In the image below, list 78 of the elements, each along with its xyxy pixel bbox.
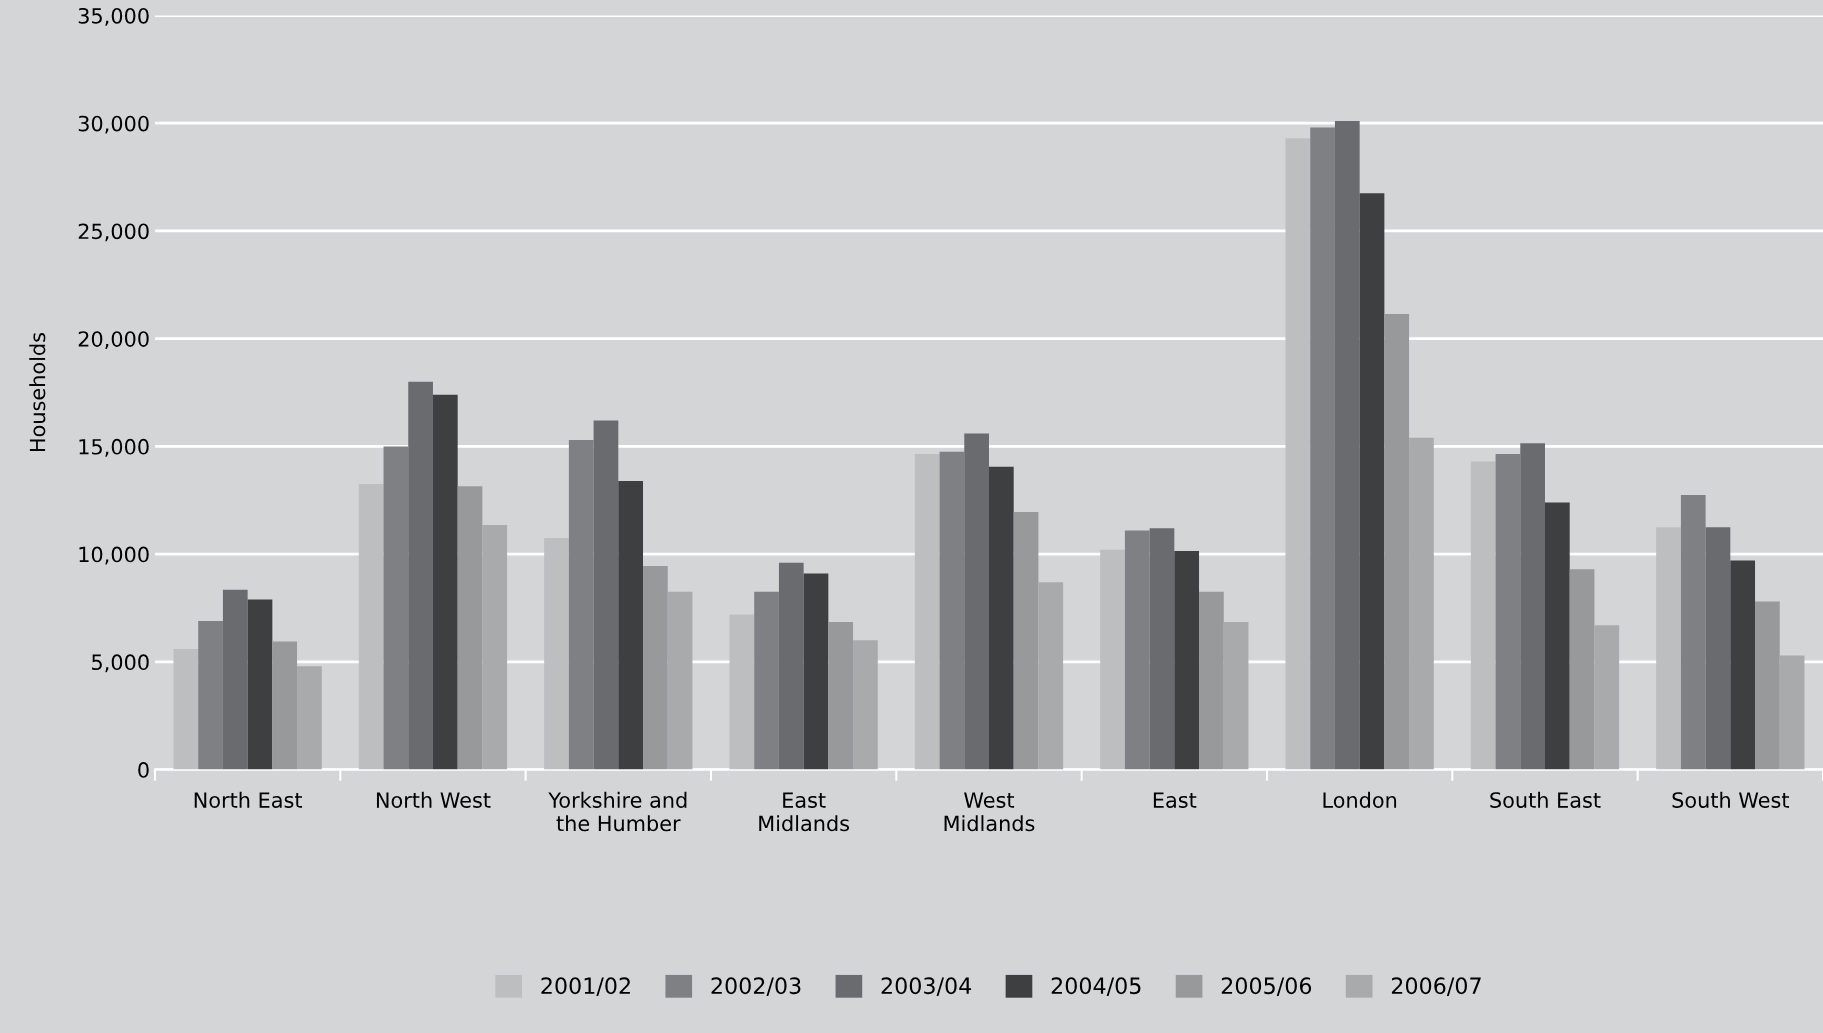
bar	[853, 640, 878, 770]
bar	[1409, 437, 1434, 770]
x-tick-label: North West	[376, 791, 491, 808]
bar	[482, 525, 508, 770]
y-tick-label: 20,000	[78, 331, 149, 350]
legend-label: 2003/04	[881, 977, 972, 996]
legend-label: 2002/03	[711, 977, 801, 996]
bar	[1520, 443, 1545, 770]
bar	[1730, 560, 1756, 770]
legend-label: 2006/07	[1391, 977, 1481, 996]
y-axis-title: Households	[29, 333, 46, 452]
bar	[778, 562, 804, 770]
bar	[568, 439, 594, 770]
bar	[667, 591, 693, 770]
x-tick-label: East Midlands	[759, 792, 850, 832]
y-tick-label: 25,000	[78, 223, 149, 242]
bar	[1013, 512, 1039, 770]
bar	[173, 648, 199, 770]
bar	[618, 480, 644, 770]
bar	[1495, 453, 1521, 770]
bar	[432, 394, 458, 770]
y-tick-label: 5,000	[92, 654, 149, 673]
bar	[1755, 601, 1780, 770]
bar	[988, 466, 1014, 770]
bar	[1124, 530, 1150, 770]
bar	[1384, 313, 1410, 770]
bar	[297, 666, 322, 770]
x-tick-label: West Midlands	[944, 792, 1035, 832]
bar	[1779, 655, 1805, 770]
bar	[1310, 127, 1335, 770]
bar	[1199, 591, 1224, 770]
bar	[914, 453, 940, 770]
bar	[247, 599, 273, 770]
bar	[358, 484, 384, 770]
bar	[1223, 622, 1249, 770]
legend-label: 2004/05	[1051, 977, 1141, 996]
bar	[939, 451, 965, 770]
x-tick-label: East	[1153, 792, 1197, 808]
bar	[754, 591, 779, 770]
bar	[1100, 549, 1125, 770]
bar	[828, 622, 854, 770]
bar	[383, 446, 409, 770]
bar	[1470, 461, 1496, 770]
x-tick-label: London	[1323, 791, 1397, 808]
bar	[1174, 550, 1200, 770]
bar	[457, 486, 483, 770]
bar	[1334, 121, 1360, 770]
bar	[729, 614, 755, 770]
y-tick-label: 30,000	[78, 115, 149, 134]
bar	[643, 565, 668, 770]
bar	[1359, 193, 1385, 770]
legend-label: 2001/02	[541, 977, 630, 996]
bar	[593, 420, 619, 770]
bar	[408, 381, 433, 770]
bar	[1705, 527, 1731, 770]
y-tick-label: 10,000	[79, 546, 149, 565]
bar	[1038, 582, 1064, 770]
y-tick-label: 15,000	[79, 438, 149, 457]
bar	[272, 641, 298, 770]
x-tick-label: South West	[1672, 791, 1790, 808]
bar	[1680, 494, 1706, 770]
bar	[1544, 502, 1570, 770]
bar	[1149, 528, 1175, 770]
x-tick-label: South East	[1490, 791, 1601, 808]
bar	[1656, 527, 1681, 770]
x-tick-label: Yorkshire and the Humber	[548, 791, 687, 832]
y-tick-label: 0	[138, 762, 149, 778]
y-tick-label: 35,000	[78, 7, 149, 26]
legend-label: 2005/06	[1221, 977, 1312, 996]
bar	[803, 573, 829, 770]
bar	[964, 433, 989, 770]
bar	[1594, 625, 1620, 770]
bar	[1569, 569, 1595, 770]
bar	[198, 620, 223, 770]
bar	[222, 589, 248, 770]
bar	[544, 537, 569, 770]
bar	[1285, 138, 1311, 770]
x-tick-label: North East	[194, 791, 303, 808]
